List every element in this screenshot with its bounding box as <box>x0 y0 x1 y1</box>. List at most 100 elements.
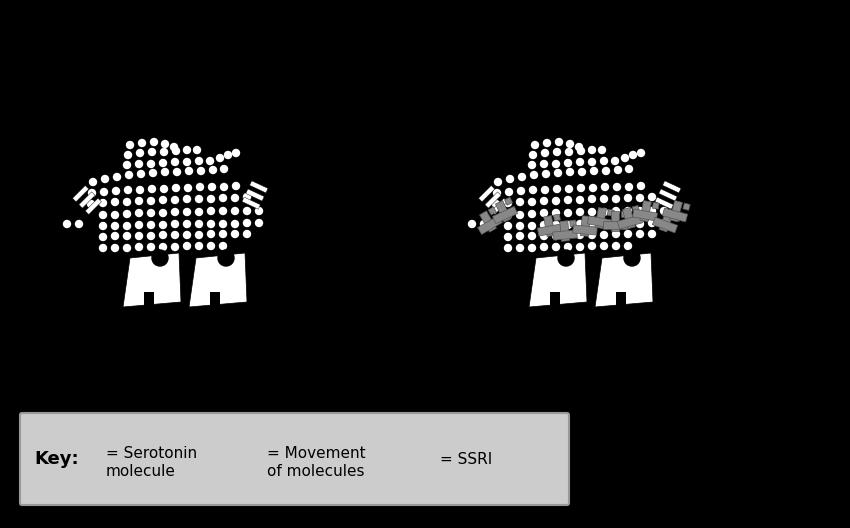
Circle shape <box>600 221 608 228</box>
Circle shape <box>517 244 524 251</box>
Polygon shape <box>552 230 577 240</box>
Circle shape <box>219 242 226 250</box>
Text: = Serotonin: = Serotonin <box>106 447 197 461</box>
Circle shape <box>564 222 571 229</box>
Polygon shape <box>537 224 563 236</box>
Circle shape <box>135 222 143 229</box>
Circle shape <box>196 209 202 215</box>
Circle shape <box>649 231 655 238</box>
Circle shape <box>517 222 524 230</box>
Polygon shape <box>529 253 587 307</box>
Circle shape <box>602 184 609 191</box>
Circle shape <box>135 210 143 216</box>
Circle shape <box>207 221 214 228</box>
Circle shape <box>148 232 155 240</box>
Circle shape <box>196 231 202 239</box>
Circle shape <box>172 209 178 215</box>
Circle shape <box>219 194 226 202</box>
Circle shape <box>613 221 620 228</box>
Circle shape <box>588 158 596 165</box>
Circle shape <box>99 212 106 219</box>
Circle shape <box>541 243 547 250</box>
Circle shape <box>600 157 608 165</box>
Polygon shape <box>479 185 495 202</box>
Polygon shape <box>484 192 501 208</box>
Circle shape <box>217 155 224 162</box>
Circle shape <box>590 184 597 192</box>
Circle shape <box>576 209 583 215</box>
Polygon shape <box>632 205 639 213</box>
Polygon shape <box>123 253 181 307</box>
Circle shape <box>219 231 226 238</box>
Circle shape <box>552 197 559 204</box>
Circle shape <box>88 201 94 208</box>
Circle shape <box>649 220 655 227</box>
Circle shape <box>492 201 500 208</box>
Circle shape <box>149 185 156 193</box>
Polygon shape <box>683 203 690 210</box>
Circle shape <box>172 243 178 250</box>
Circle shape <box>529 232 536 240</box>
Circle shape <box>139 139 145 146</box>
Circle shape <box>135 243 143 250</box>
Polygon shape <box>496 201 511 222</box>
Polygon shape <box>652 202 660 209</box>
Circle shape <box>626 165 632 173</box>
Circle shape <box>88 190 95 196</box>
Circle shape <box>126 172 133 178</box>
Circle shape <box>148 210 155 216</box>
Text: of molecules: of molecules <box>267 464 365 478</box>
Polygon shape <box>592 216 598 223</box>
Circle shape <box>468 221 475 228</box>
Circle shape <box>566 140 574 147</box>
Polygon shape <box>246 189 264 201</box>
Polygon shape <box>249 447 259 458</box>
Circle shape <box>542 171 549 177</box>
Circle shape <box>123 162 131 168</box>
Circle shape <box>614 184 620 191</box>
Polygon shape <box>85 198 101 214</box>
Circle shape <box>613 208 620 214</box>
Circle shape <box>160 159 167 166</box>
Circle shape <box>577 147 585 155</box>
Circle shape <box>123 199 131 205</box>
Circle shape <box>564 210 571 216</box>
Polygon shape <box>560 221 570 241</box>
Circle shape <box>588 195 596 203</box>
Circle shape <box>233 183 240 190</box>
Circle shape <box>621 155 628 162</box>
Circle shape <box>565 185 573 193</box>
Polygon shape <box>544 215 555 237</box>
Circle shape <box>172 231 178 239</box>
Circle shape <box>505 200 512 206</box>
Circle shape <box>603 167 609 174</box>
Polygon shape <box>72 185 88 202</box>
Circle shape <box>624 250 640 266</box>
Circle shape <box>99 233 106 240</box>
Polygon shape <box>250 181 268 193</box>
Circle shape <box>123 244 131 251</box>
Circle shape <box>111 232 118 240</box>
Circle shape <box>100 188 107 195</box>
Polygon shape <box>505 197 513 205</box>
Circle shape <box>529 244 536 251</box>
Circle shape <box>218 250 234 266</box>
Circle shape <box>135 232 143 240</box>
Circle shape <box>111 199 118 205</box>
FancyBboxPatch shape <box>20 413 569 505</box>
Polygon shape <box>245 451 255 463</box>
Text: = Movement: = Movement <box>267 447 366 461</box>
Circle shape <box>529 162 536 168</box>
Circle shape <box>577 184 585 192</box>
Circle shape <box>161 148 167 156</box>
Circle shape <box>552 210 559 216</box>
Circle shape <box>576 196 583 203</box>
Circle shape <box>207 208 214 214</box>
Polygon shape <box>640 201 651 222</box>
Circle shape <box>150 138 157 146</box>
Circle shape <box>197 167 205 174</box>
Circle shape <box>243 220 251 227</box>
Circle shape <box>123 232 131 240</box>
Circle shape <box>529 222 536 230</box>
Circle shape <box>196 195 202 203</box>
